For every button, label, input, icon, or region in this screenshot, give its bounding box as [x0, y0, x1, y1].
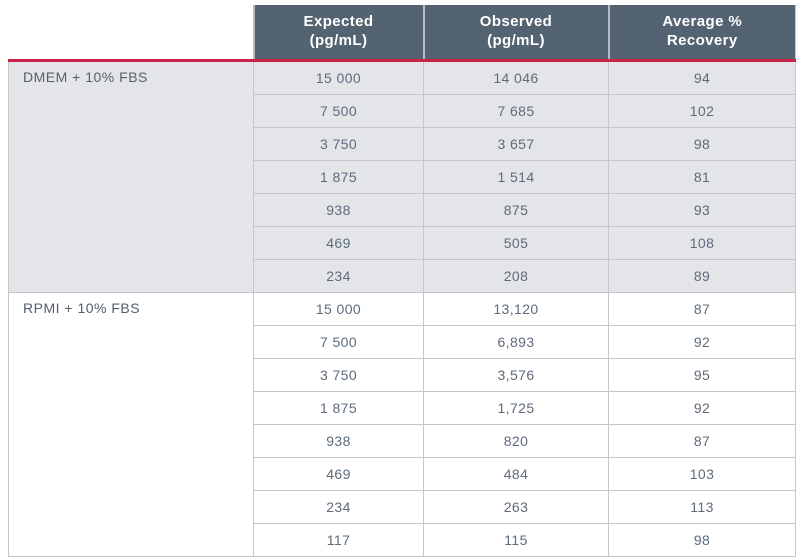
- cell-recovery: 87: [608, 424, 796, 458]
- cell-expected: 117: [253, 523, 424, 557]
- recovery-table-container: Expected (pg/mL) Observed (pg/mL) Averag…: [8, 5, 796, 557]
- table-header-row: Expected (pg/mL) Observed (pg/mL) Averag…: [8, 5, 796, 62]
- cell-recovery: 81: [608, 160, 796, 194]
- cell-recovery: 113: [608, 490, 796, 524]
- cell-recovery: 108: [608, 226, 796, 260]
- cell-recovery: 94: [608, 60, 796, 95]
- cell-expected: 3 750: [253, 358, 424, 392]
- cell-observed: 14 046: [423, 60, 609, 95]
- cell-observed: 3 657: [423, 127, 609, 161]
- column-header-expected: Expected (pg/mL): [252, 5, 424, 62]
- cell-observed: 1,725: [423, 391, 609, 425]
- sample-group: DMEM + 10% FBS 15 000 14 046 94 7 500 7 685 10…: [8, 60, 796, 293]
- group-label: RPMI + 10% FBS: [8, 292, 254, 557]
- cell-expected: 15 000: [253, 60, 424, 95]
- spike-recovery-table: Expected (pg/mL) Observed (pg/mL) Averag…: [8, 5, 796, 557]
- cell-observed: 115: [423, 523, 609, 557]
- cell-recovery: 102: [608, 94, 796, 128]
- group-label: DMEM + 10% FBS: [8, 60, 254, 293]
- cell-expected: 234: [253, 259, 424, 293]
- table-row: 469 505 108: [9, 226, 796, 260]
- cell-recovery: 89: [608, 259, 796, 293]
- cell-observed: 3,576: [423, 358, 609, 392]
- cell-recovery: 92: [608, 391, 796, 425]
- cell-recovery: 103: [608, 457, 796, 491]
- cell-recovery: 95: [608, 358, 796, 392]
- cell-expected: 938: [253, 424, 424, 458]
- table-row: 469 484 103: [9, 457, 796, 491]
- table-row: 7 500 7 685 102: [9, 94, 796, 128]
- cell-recovery: 98: [608, 523, 796, 557]
- table-row: 3 750 3,576 95: [9, 358, 796, 392]
- cell-expected: 469: [253, 226, 424, 260]
- cell-observed: 875: [423, 193, 609, 227]
- table-row: 1 875 1,725 92: [9, 391, 796, 425]
- cell-recovery: 92: [608, 325, 796, 359]
- table-row: 234 263 113: [9, 490, 796, 524]
- cell-expected: 938: [253, 193, 424, 227]
- sample-group: RPMI + 10% FBS 15 000 13,120 87 7 500 6,893 92…: [8, 292, 796, 557]
- table-row: 7 500 6,893 92: [9, 325, 796, 359]
- cell-recovery: 93: [608, 193, 796, 227]
- cell-observed: 484: [423, 457, 609, 491]
- table-row: 3 750 3 657 98: [9, 127, 796, 161]
- table-row: 938 875 93: [9, 193, 796, 227]
- cell-observed: 6,893: [423, 325, 609, 359]
- cell-recovery: 98: [608, 127, 796, 161]
- table-row: RPMI + 10% FBS 15 000 13,120 87: [8, 292, 796, 557]
- cell-expected: 15 000: [253, 292, 424, 326]
- column-header-recovery: Average % Recovery: [607, 5, 796, 62]
- cell-observed: 13,120: [423, 292, 609, 326]
- cell-expected: 234: [253, 490, 424, 524]
- table-row: 117 115 98: [9, 523, 796, 557]
- cell-expected: 3 750: [253, 127, 424, 161]
- cell-recovery: 87: [608, 292, 796, 326]
- cell-observed: 505: [423, 226, 609, 260]
- cell-observed: 263: [423, 490, 609, 524]
- cell-expected: 7 500: [253, 325, 424, 359]
- cell-observed: 7 685: [423, 94, 609, 128]
- cell-observed: 208: [423, 259, 609, 293]
- cell-expected: 469: [253, 457, 424, 491]
- table-row: 1 875 1 514 81: [9, 160, 796, 194]
- cell-expected: 1 875: [253, 391, 424, 425]
- cell-expected: 1 875: [253, 160, 424, 194]
- cell-expected: 7 500: [253, 94, 424, 128]
- cell-observed: 1 514: [423, 160, 609, 194]
- column-header-observed: Observed (pg/mL): [422, 5, 609, 62]
- corner-header-cell: [8, 5, 254, 62]
- table-row: DMEM + 10% FBS 15 000 14 046 94: [8, 60, 796, 293]
- cell-observed: 820: [423, 424, 609, 458]
